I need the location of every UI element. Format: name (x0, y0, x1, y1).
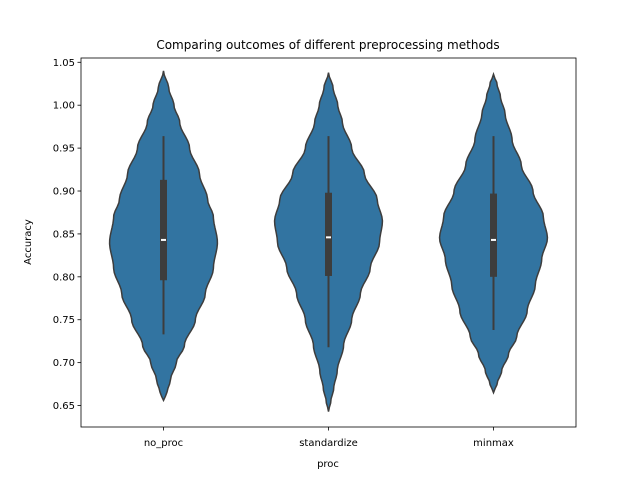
y-tick-label: 1.00 (53, 101, 75, 112)
y-tick-label: 0.75 (53, 315, 75, 326)
y-tick-label: 0.80 (53, 272, 75, 283)
y-axis: 0.65 0.70 0.75 0.80 0.85 0.90 0.95 1.00 1.05 (53, 58, 81, 412)
y-tick-label: 0.70 (53, 358, 75, 369)
x-tick-label: no_proc (144, 438, 183, 449)
iqr-box-minmax (490, 193, 497, 277)
y-axis-label: Accuracy (23, 219, 34, 265)
y-tick-label: 0.85 (53, 229, 75, 240)
x-axis: no_proc standardize minmax (144, 427, 514, 449)
y-tick-label: 0.95 (53, 144, 75, 155)
y-tick-label: 0.65 (53, 401, 75, 412)
y-tick-label: 0.90 (53, 187, 75, 198)
iqr-box-standardize (325, 192, 332, 276)
x-tick-label: standardize (299, 438, 358, 449)
plot-area (108, 70, 549, 412)
iqr-box-no_proc (160, 179, 167, 281)
x-axis-label: proc (317, 459, 339, 470)
y-tick-label: 1.05 (53, 58, 75, 69)
chart-title: Comparing outcomes of different preproce… (156, 38, 499, 52)
x-tick-label: minmax (473, 438, 514, 449)
